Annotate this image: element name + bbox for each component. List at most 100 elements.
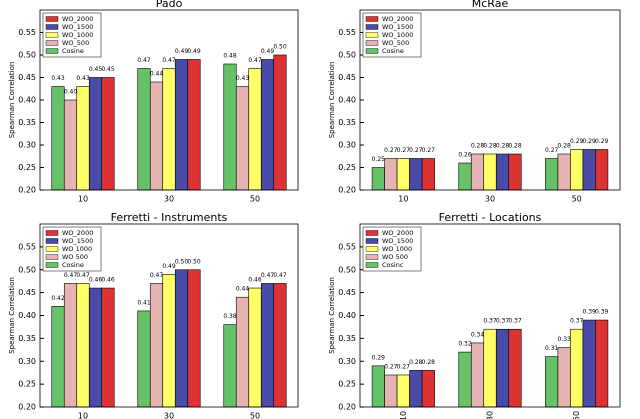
x-tick-label: 50 xyxy=(572,195,582,204)
legend-label: WO_2000 xyxy=(62,229,93,237)
x-tick-label: 50 xyxy=(250,412,260,419)
legend-swatch xyxy=(45,48,59,54)
value-label: 0.27 xyxy=(545,147,559,154)
bar xyxy=(545,158,559,191)
legend-swatch xyxy=(45,16,59,22)
x-tick-label: 50 xyxy=(250,195,260,204)
value-label: 0.29 xyxy=(570,138,584,145)
value-label: 0.45 xyxy=(101,66,115,73)
y-tick-label: 0.20 xyxy=(18,403,36,412)
bar xyxy=(51,86,65,191)
y-tick-label: 0.30 xyxy=(338,357,356,366)
y-tick-label: 0.55 xyxy=(338,242,356,251)
legend-swatch xyxy=(45,238,59,244)
bar xyxy=(595,149,609,191)
legend-swatch xyxy=(45,246,59,252)
value-label: 0.41 xyxy=(137,299,151,306)
value-label: 0.47 xyxy=(64,272,78,279)
bar xyxy=(101,287,115,408)
bar xyxy=(235,296,250,408)
y-tick-label: 0.20 xyxy=(18,186,36,195)
bar xyxy=(76,283,90,408)
bar xyxy=(483,328,497,408)
x-tick-label: 30 xyxy=(164,195,174,204)
y-tick-label: 0.35 xyxy=(338,334,356,343)
bar xyxy=(570,328,584,408)
legend-label: WO_1500 xyxy=(62,23,93,31)
bar xyxy=(223,324,237,408)
y-tick-label: 0.20 xyxy=(338,186,356,195)
bar xyxy=(495,328,510,408)
value-label: 0.37 xyxy=(496,318,510,325)
bar xyxy=(595,319,609,408)
x-tick-label: 10 xyxy=(399,411,408,419)
bar xyxy=(260,283,275,408)
bar xyxy=(137,68,151,191)
y-tick-label: 0.40 xyxy=(18,96,36,105)
bar xyxy=(174,269,189,408)
value-label: 0.47 xyxy=(162,57,176,64)
bar xyxy=(570,149,584,191)
legend-label: WO 500 xyxy=(382,253,408,261)
y-tick-label: 0.40 xyxy=(18,311,36,320)
y-tick-label: 0.30 xyxy=(338,141,356,150)
value-label: 0.25 xyxy=(372,156,386,163)
legend-label: WO 1000 xyxy=(382,245,412,253)
value-label: 0.50 xyxy=(175,258,189,265)
bar xyxy=(63,99,78,191)
legend-swatch xyxy=(45,32,59,38)
bar xyxy=(187,269,201,408)
bar xyxy=(483,153,497,191)
legend-label: WO 500 xyxy=(62,253,88,261)
bar xyxy=(101,77,115,191)
y-tick-label: 0.50 xyxy=(338,51,356,60)
value-label: 0.38 xyxy=(223,313,237,320)
bar xyxy=(88,77,103,191)
value-label: 0.34 xyxy=(471,331,485,338)
bar xyxy=(88,287,103,408)
bar xyxy=(582,319,596,408)
y-axis-label: Spearman Correlation xyxy=(328,62,336,139)
bar xyxy=(137,310,151,408)
bar xyxy=(545,356,559,408)
bar xyxy=(248,287,262,408)
x-tick-label: 10 xyxy=(78,195,88,204)
value-label: 0.33 xyxy=(557,336,571,343)
bar xyxy=(384,158,398,191)
legend-swatch xyxy=(365,24,379,30)
y-axis-label: Spearman Correlation xyxy=(8,62,16,139)
bar xyxy=(582,149,596,191)
legend-swatch xyxy=(365,32,379,38)
legend-label: WO 1000 xyxy=(62,245,92,253)
value-label: 0.49 xyxy=(162,263,176,270)
y-tick-label: 0.55 xyxy=(18,28,36,37)
bar xyxy=(174,59,189,191)
plot-frame xyxy=(39,223,299,408)
y-tick-label: 0.50 xyxy=(18,51,36,60)
x-tick-label: 10 xyxy=(398,195,408,204)
value-label: 0.43 xyxy=(51,75,65,82)
legend-swatch xyxy=(365,262,379,268)
legend-label: WO_1000 xyxy=(62,31,93,39)
value-label: 0.28 xyxy=(483,143,497,150)
legend-swatch xyxy=(365,16,379,22)
value-label: 0.29 xyxy=(595,138,609,145)
value-label: 0.27 xyxy=(397,147,411,154)
value-label: 0.47 xyxy=(273,272,287,279)
legend-swatch xyxy=(365,238,379,244)
y-tick-label: 0.25 xyxy=(338,163,356,172)
value-label: 0.50 xyxy=(273,44,287,51)
y-tick-label: 0.25 xyxy=(18,380,36,389)
value-label: 0.44 xyxy=(236,286,250,293)
y-tick-label: 0.55 xyxy=(18,242,36,251)
value-label: 0.29 xyxy=(582,138,596,145)
legend-swatch xyxy=(365,40,379,46)
bar xyxy=(63,283,78,408)
value-label: 0.31 xyxy=(545,345,559,352)
value-label: 0.47 xyxy=(76,272,90,279)
value-label: 0.28 xyxy=(422,359,436,366)
y-tick-label: 0.50 xyxy=(338,265,356,274)
bar xyxy=(248,68,262,191)
bar xyxy=(508,328,522,408)
bar xyxy=(384,374,398,408)
